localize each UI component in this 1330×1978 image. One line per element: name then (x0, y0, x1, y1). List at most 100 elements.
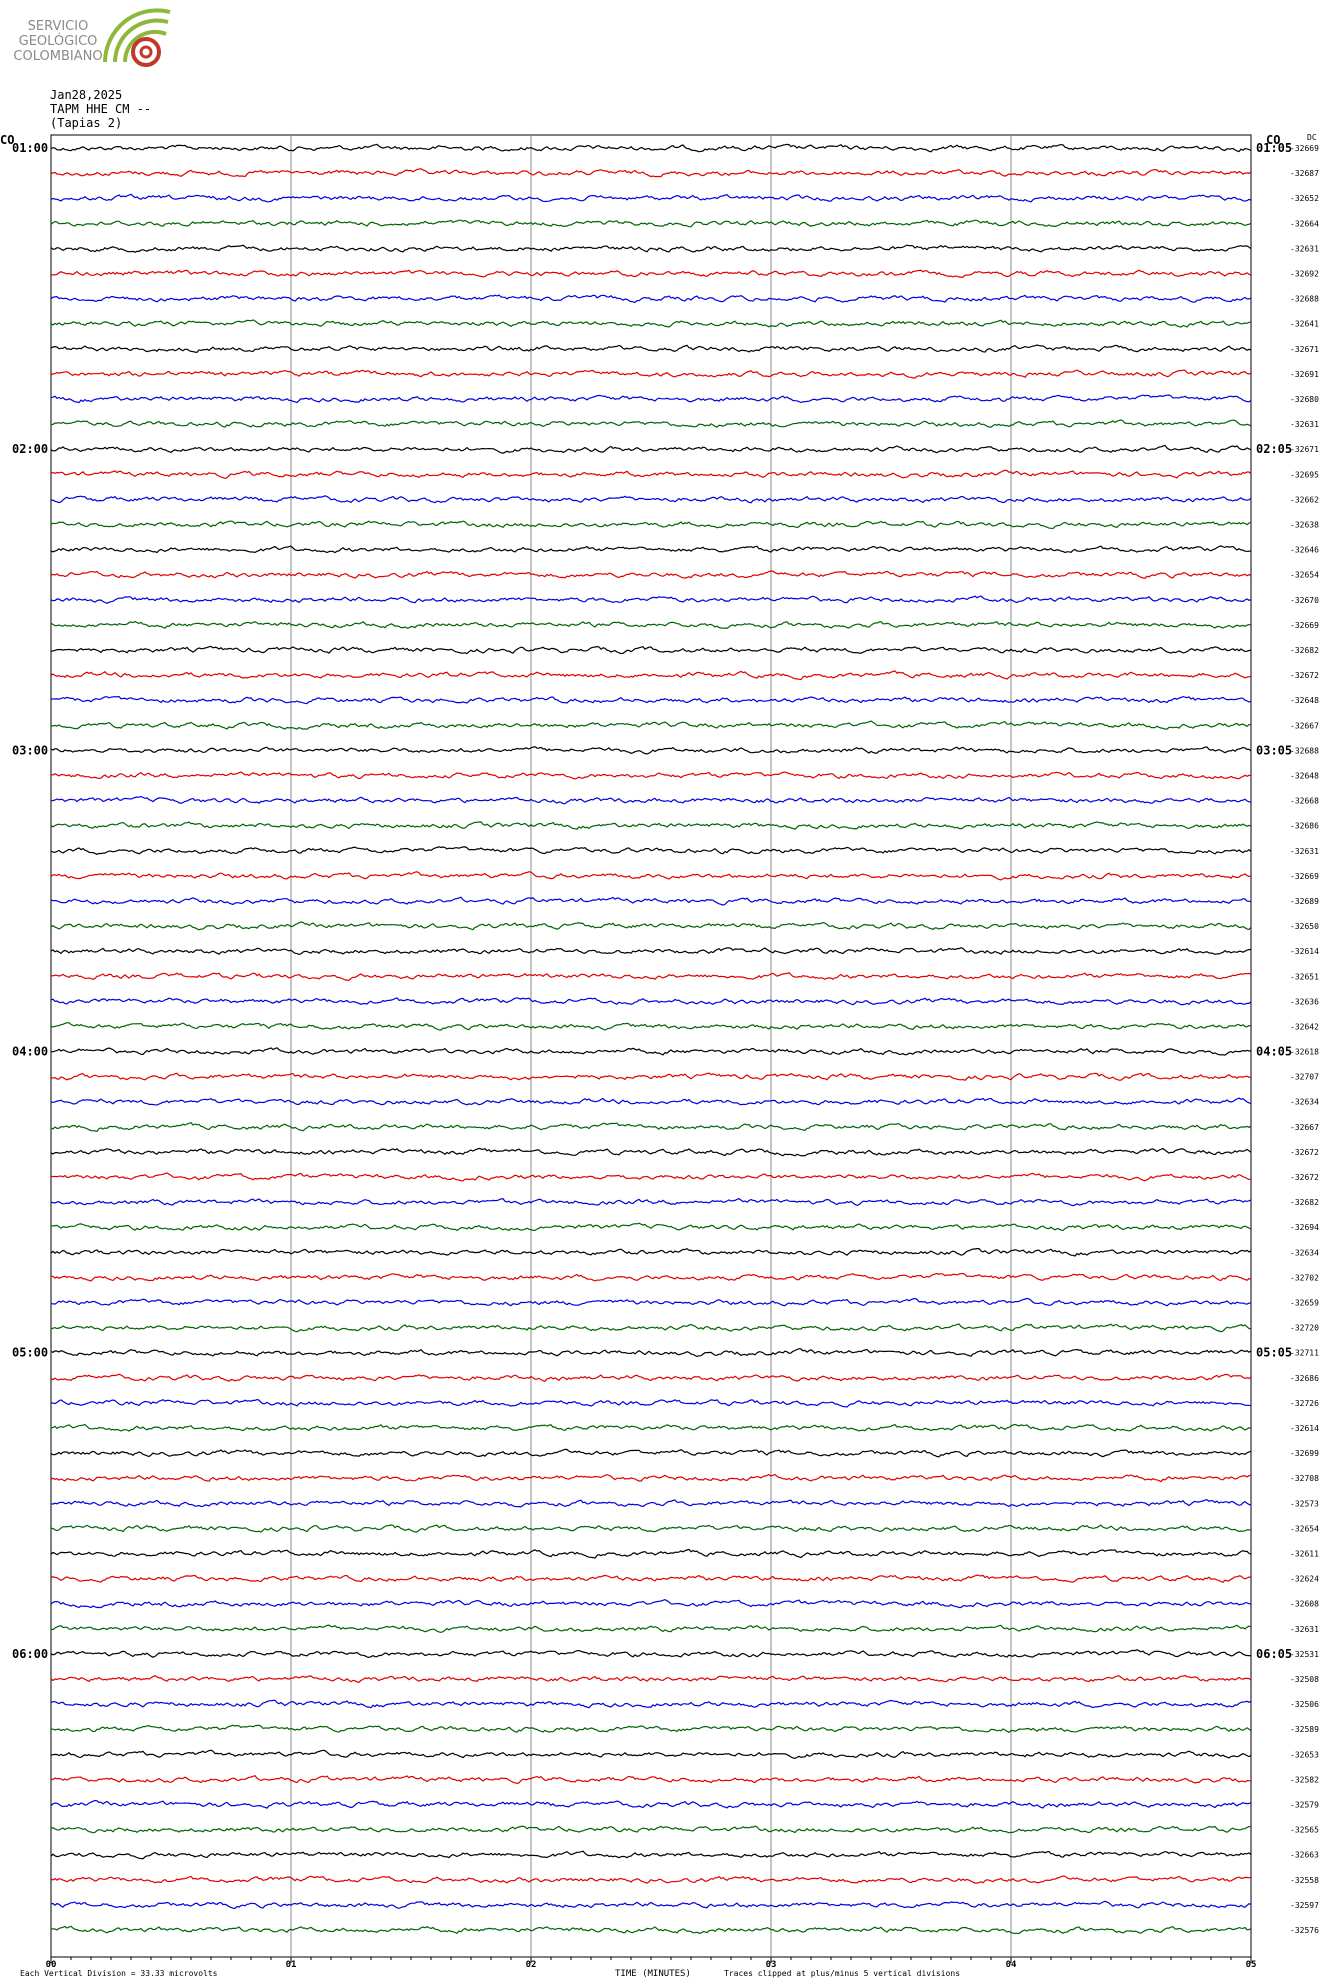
trace (50, 1222, 1252, 1232)
trace (50, 997, 1252, 1006)
trace (50, 244, 1252, 253)
trace (50, 545, 1252, 554)
trace (50, 1022, 1252, 1031)
footer-scale: Each Vertical Division = 33.33 microvolt… (20, 1969, 218, 1978)
trace (50, 1799, 1252, 1809)
dc-offset: -32638 (1290, 520, 1319, 529)
dc-offset: -32506 (1290, 1700, 1319, 1709)
x-tick-label: 00 (46, 1960, 57, 1970)
dc-offset: -32662 (1290, 495, 1319, 504)
x-tick-label: 04 (1006, 1960, 1017, 1970)
dc-offset: -32671 (1290, 445, 1319, 454)
trace (50, 1649, 1252, 1659)
trace (50, 1875, 1252, 1884)
trace (50, 495, 1252, 504)
dc-offset: -32663 (1290, 1851, 1319, 1860)
dc-offset: -32672 (1290, 671, 1319, 680)
logo: SERVICIO GEOLÓGICO COLOMBIANO (13, 8, 171, 67)
dc-offset: -32646 (1290, 546, 1319, 555)
dc-offset: -32651 (1290, 972, 1319, 981)
trace (50, 1724, 1252, 1734)
hour-label-left: 02:00 (12, 442, 48, 456)
x-tick-label: 05 (1246, 1960, 1257, 1970)
trace (50, 294, 1252, 304)
dc-offset: -32692 (1290, 269, 1319, 278)
dc-offset: -32726 (1290, 1399, 1319, 1408)
dc-offset: -32631 (1290, 420, 1319, 429)
dc-offset: -32686 (1290, 1374, 1319, 1383)
logo-text: SERVICIO (28, 19, 89, 34)
dc-offset: -32624 (1290, 1575, 1319, 1584)
dc-offset: -32669 (1290, 144, 1319, 153)
trace (50, 1624, 1252, 1634)
dc-offset: -32664 (1290, 219, 1319, 228)
trace (50, 1499, 1252, 1508)
dc-offset: -32659 (1290, 1299, 1319, 1308)
logo-spiral (139, 45, 153, 59)
trace (50, 1448, 1252, 1458)
footer-clip: Traces clipped at plus/minus 5 vertical … (724, 1969, 960, 1978)
dc-offset: -32597 (1290, 1901, 1319, 1910)
dc-offset: -32695 (1290, 470, 1319, 479)
trace (50, 595, 1252, 604)
trace (51, 1272, 1252, 1282)
dc-offset: -32670 (1290, 596, 1319, 605)
dc-offset: -32682 (1290, 646, 1319, 655)
site: (Tapias 2) (50, 116, 122, 130)
trace (50, 695, 1252, 705)
dc-offset: -32579 (1290, 1801, 1319, 1810)
hour-label-left: 04:00 (12, 1045, 48, 1059)
trace (50, 1323, 1252, 1333)
trace (50, 896, 1252, 906)
dc-offset: -32582 (1290, 1775, 1319, 1784)
dc-offset: -32672 (1290, 1148, 1319, 1157)
trace (50, 143, 1252, 153)
dc-offset: -32573 (1290, 1499, 1319, 1508)
trace (50, 1598, 1252, 1609)
plot-frame (50, 134, 1252, 1958)
dc-offset: -32653 (1290, 1750, 1319, 1759)
dc-offset: -32694 (1290, 1223, 1319, 1232)
hour-label-left: 03:00 (12, 743, 48, 757)
dc-offset: -32641 (1290, 320, 1319, 329)
dc-offset: -32652 (1290, 194, 1319, 203)
logo-text: COLOMBIANO (13, 49, 102, 64)
dc-offset: -32707 (1290, 1073, 1319, 1082)
dc-offset: -32558 (1290, 1876, 1319, 1885)
trace (50, 1423, 1252, 1432)
trace (50, 419, 1252, 428)
dc-offset: -32614 (1290, 947, 1319, 956)
trace (50, 821, 1252, 831)
trace (50, 1775, 1252, 1785)
dc-offset: -32708 (1290, 1474, 1319, 1483)
trace (50, 1072, 1252, 1081)
dc-offset: -32531 (1290, 1650, 1319, 1659)
trace (50, 871, 1252, 881)
network-left: CO (0, 133, 14, 147)
trace (50, 1147, 1252, 1157)
logo-arc (113, 18, 169, 63)
x-tick-label: 03 (766, 1960, 777, 1970)
dc-offset: -32648 (1290, 696, 1319, 705)
trace (50, 193, 1252, 203)
trace (50, 1749, 1252, 1760)
dc-offset: -32669 (1290, 872, 1319, 881)
trace (50, 520, 1252, 530)
dc-offset: -32699 (1290, 1449, 1319, 1458)
trace (50, 1097, 1252, 1106)
trace (50, 444, 1252, 454)
trace (50, 1548, 1252, 1559)
trace (50, 1398, 1252, 1408)
dc-offset: -32671 (1290, 345, 1319, 354)
hour-label-right: 04:05 (1256, 1045, 1292, 1059)
trace (50, 771, 1251, 780)
trace (51, 1524, 1252, 1533)
trace (50, 1900, 1252, 1910)
trace (50, 344, 1252, 354)
dc-offset: -32650 (1290, 922, 1319, 931)
dc-offset: -32669 (1290, 621, 1319, 630)
logo-text: GEOLÓGICO (19, 33, 98, 49)
network-right: CO (1266, 133, 1280, 147)
trace (50, 1699, 1252, 1709)
dc-offset: -32636 (1290, 997, 1319, 1006)
